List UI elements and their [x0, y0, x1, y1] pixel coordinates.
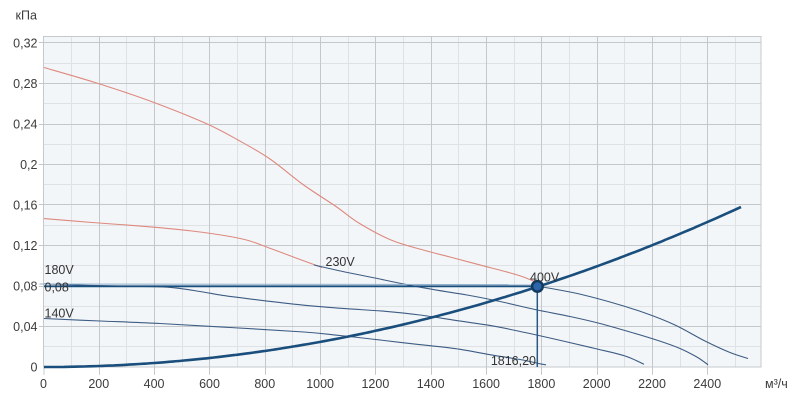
- svg-text:0,24: 0,24: [13, 117, 37, 131]
- svg-text:1816,20: 1816,20: [491, 354, 536, 368]
- svg-text:180V: 180V: [45, 263, 75, 277]
- svg-text:0,08: 0,08: [13, 279, 37, 293]
- svg-text:1000: 1000: [306, 377, 334, 391]
- svg-text:2200: 2200: [638, 377, 666, 391]
- svg-text:0: 0: [40, 377, 47, 391]
- svg-text:м³/ч: м³/ч: [765, 377, 788, 391]
- svg-text:0: 0: [31, 360, 38, 374]
- svg-text:140V: 140V: [45, 306, 75, 320]
- svg-text:400V: 400V: [530, 271, 560, 285]
- svg-text:0,16: 0,16: [13, 198, 37, 212]
- svg-text:400: 400: [144, 377, 165, 391]
- svg-text:1200: 1200: [361, 377, 389, 391]
- svg-text:0,32: 0,32: [13, 36, 37, 50]
- svg-text:0,04: 0,04: [13, 320, 37, 334]
- svg-text:1600: 1600: [472, 377, 500, 391]
- svg-text:2000: 2000: [583, 377, 611, 391]
- svg-text:600: 600: [199, 377, 220, 391]
- svg-text:0,08: 0,08: [45, 280, 69, 294]
- svg-text:1400: 1400: [417, 377, 445, 391]
- svg-text:200: 200: [88, 377, 109, 391]
- svg-text:800: 800: [254, 377, 275, 391]
- svg-text:0,12: 0,12: [13, 239, 37, 253]
- svg-text:кПа: кПа: [16, 9, 37, 23]
- svg-text:2400: 2400: [693, 377, 721, 391]
- svg-text:0,2: 0,2: [20, 158, 37, 172]
- svg-text:1800: 1800: [527, 377, 555, 391]
- svg-text:0,28: 0,28: [13, 77, 37, 91]
- svg-text:230V: 230V: [326, 255, 356, 269]
